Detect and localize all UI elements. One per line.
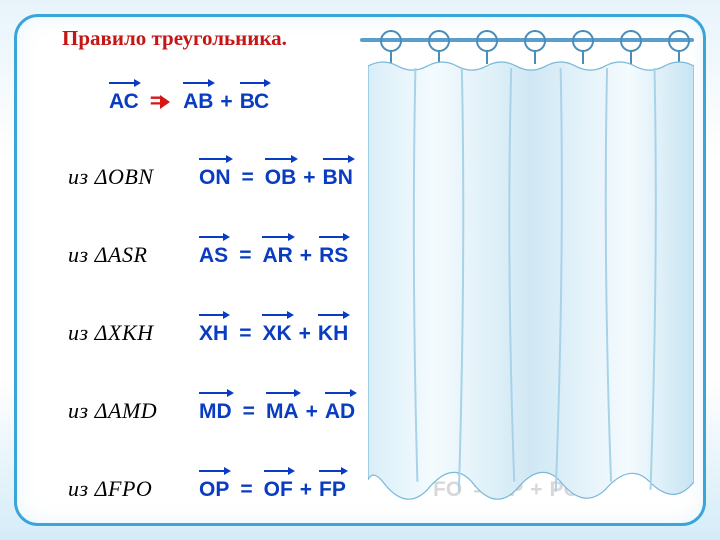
plus-sign: +: [299, 322, 311, 346]
vec: KH: [318, 312, 348, 346]
triangle-label: из ΔAMD: [68, 398, 178, 424]
equals-sign: =: [239, 244, 251, 268]
equation-row: из ΔOBN ON = OB+ BN: [68, 152, 356, 190]
equals-sign: =: [240, 478, 252, 502]
vec: AS: [199, 234, 228, 268]
vec: ON: [199, 156, 231, 190]
triangle-rule: АС = АВ + ВС: [106, 76, 272, 114]
vec: OB: [265, 156, 297, 190]
vec-bc: ВС: [240, 80, 270, 114]
equation-row: из ΔAMD MD = MA + AD: [68, 386, 358, 424]
ring-icon: [428, 30, 450, 52]
vec: BN: [323, 156, 353, 190]
slide-title: Правило треугольника.: [62, 26, 287, 51]
vec: OP: [199, 468, 229, 502]
triangle-label: из ΔXKH: [68, 320, 178, 346]
triangle-label: из ΔOBN: [68, 164, 178, 190]
equals-sign: =: [243, 400, 255, 424]
plus-sign: +: [303, 166, 315, 190]
ring-icon: [476, 30, 498, 52]
curtain: [368, 58, 694, 512]
vec: XK: [262, 312, 291, 346]
implies-sign: =: [150, 90, 162, 114]
vec: AR: [262, 234, 292, 268]
vec: MD: [199, 390, 232, 424]
vec: MA: [266, 390, 299, 424]
plus-sign: +: [306, 400, 318, 424]
ring-icon: [572, 30, 594, 52]
plus-sign: +: [220, 90, 232, 114]
vec-ab: АВ: [183, 80, 213, 114]
equals-sign: =: [239, 322, 251, 346]
triangle-label: из ΔASR: [68, 242, 178, 268]
curtain-rings: [380, 30, 690, 52]
equals-sign: =: [242, 166, 254, 190]
ring-icon: [668, 30, 690, 52]
ring-icon: [524, 30, 546, 52]
ring-icon: [380, 30, 402, 52]
ring-icon: [620, 30, 642, 52]
vec: OF: [264, 468, 293, 502]
vec-ac: АС: [109, 80, 139, 114]
vec: FP: [319, 468, 346, 502]
plus-sign: +: [300, 244, 312, 268]
equation-row: из ΔASR AS = AR + RS: [68, 230, 351, 268]
plus-sign: +: [300, 478, 312, 502]
triangle-label: из ΔFPO: [68, 476, 178, 502]
vec: XH: [199, 312, 228, 346]
equation-row: из ΔFPO OP = OF + FP: [68, 464, 349, 502]
vec: AD: [325, 390, 355, 424]
vec: RS: [319, 234, 348, 268]
equation-row: из ΔXKH XH = XK + KH: [68, 308, 351, 346]
